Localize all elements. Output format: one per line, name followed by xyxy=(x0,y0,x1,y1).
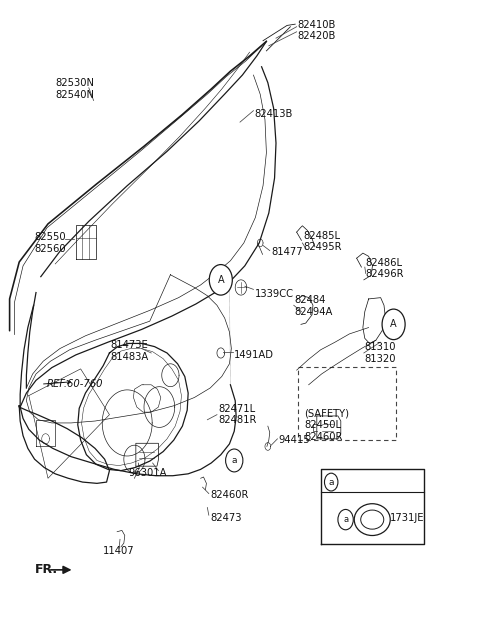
Text: a: a xyxy=(328,478,334,487)
Text: 82484
82494A: 82484 82494A xyxy=(295,295,333,317)
Text: REF.60-760: REF.60-760 xyxy=(47,379,104,389)
Text: 82413B: 82413B xyxy=(254,109,293,120)
Text: a: a xyxy=(343,515,348,524)
Ellipse shape xyxy=(354,504,390,536)
Text: a: a xyxy=(231,456,237,465)
Text: 82460R: 82460R xyxy=(210,490,249,500)
Text: 81310
81320: 81310 81320 xyxy=(365,342,396,364)
Text: 81473E
81483A: 81473E 81483A xyxy=(110,340,149,362)
Circle shape xyxy=(324,473,338,491)
Circle shape xyxy=(382,309,405,340)
Circle shape xyxy=(226,449,243,472)
Text: (SAFETY)
82450L
82460R: (SAFETY) 82450L 82460R xyxy=(304,408,349,441)
Text: 82410B
82420B: 82410B 82420B xyxy=(298,20,336,41)
Text: 82471L
82481R: 82471L 82481R xyxy=(218,404,257,425)
Text: 1491AD: 1491AD xyxy=(234,350,274,360)
Text: 1731JE: 1731JE xyxy=(390,513,424,523)
Text: 94415: 94415 xyxy=(278,435,310,445)
Text: 11407: 11407 xyxy=(103,546,135,556)
Text: 82485L
82495R: 82485L 82495R xyxy=(303,231,342,252)
Text: 82486L
82496R: 82486L 82496R xyxy=(366,258,404,279)
Text: A: A xyxy=(390,319,397,329)
Text: A: A xyxy=(217,275,224,285)
Circle shape xyxy=(209,265,232,295)
Text: FR.: FR. xyxy=(35,563,58,576)
Text: 1339CC: 1339CC xyxy=(254,289,293,299)
Ellipse shape xyxy=(361,510,384,529)
Circle shape xyxy=(338,509,353,530)
Text: 82550
82560: 82550 82560 xyxy=(35,232,66,254)
Text: 81477: 81477 xyxy=(271,247,303,258)
Text: 82473: 82473 xyxy=(210,513,242,523)
Text: 82530N
82540N: 82530N 82540N xyxy=(55,78,94,100)
Text: 96301A: 96301A xyxy=(129,467,167,478)
